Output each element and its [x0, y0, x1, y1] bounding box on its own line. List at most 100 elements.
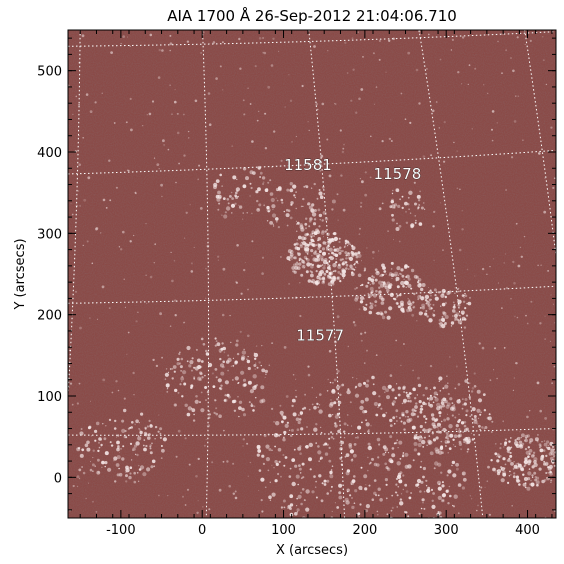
bright-point	[370, 291, 373, 294]
bright-point	[326, 492, 330, 495]
bright-point	[259, 399, 264, 404]
network-point	[92, 449, 95, 452]
bright-point	[446, 434, 450, 438]
network-point	[375, 354, 378, 356]
network-point	[453, 404, 455, 406]
bright-point	[77, 447, 80, 450]
bright-point	[216, 197, 221, 202]
network-point	[199, 207, 203, 210]
network-point	[321, 102, 325, 106]
network-point	[249, 103, 252, 105]
bright-point	[549, 470, 552, 474]
network-point	[342, 208, 346, 212]
bright-point	[449, 433, 454, 438]
bright-point	[137, 435, 140, 437]
bright-point	[393, 271, 399, 276]
network-point	[133, 480, 137, 484]
bright-point	[440, 440, 443, 443]
bright-point	[507, 481, 510, 484]
network-point	[493, 369, 495, 371]
network-point	[148, 112, 152, 116]
bright-point	[125, 465, 129, 470]
bright-point	[421, 408, 424, 411]
bright-point	[113, 460, 115, 462]
network-point	[387, 467, 390, 470]
network-point	[510, 57, 512, 59]
bright-point	[385, 411, 388, 414]
network-point	[226, 460, 229, 463]
network-point	[481, 346, 485, 350]
network-point	[366, 349, 368, 352]
bright-point	[389, 292, 394, 297]
bright-point	[305, 247, 310, 252]
bright-point	[202, 343, 206, 346]
bright-point	[256, 444, 261, 449]
network-point	[247, 87, 249, 89]
bright-point	[298, 418, 302, 421]
bright-point	[408, 392, 412, 395]
bright-point	[423, 490, 426, 493]
bright-point	[514, 439, 517, 442]
bright-point	[374, 304, 377, 307]
bright-point	[191, 369, 193, 372]
bright-point	[342, 250, 344, 252]
network-point	[86, 240, 89, 243]
bright-point	[316, 197, 319, 200]
network-point	[271, 464, 273, 466]
bright-point	[178, 352, 181, 356]
bright-point	[334, 414, 339, 419]
network-point	[393, 239, 394, 241]
network-point	[85, 93, 89, 96]
bright-point	[401, 454, 405, 458]
bright-point	[305, 217, 308, 220]
bright-point	[92, 470, 94, 472]
network-point	[178, 162, 181, 165]
bright-point	[432, 303, 435, 306]
network-point	[256, 384, 258, 386]
bright-point	[390, 529, 391, 530]
bright-point	[394, 396, 398, 400]
bright-point	[521, 467, 525, 471]
x-tick-label: 100	[271, 523, 296, 538]
network-point	[355, 111, 358, 114]
network-point	[258, 110, 260, 112]
bright-point	[446, 402, 451, 407]
bright-point	[453, 434, 458, 439]
bright-point	[393, 203, 398, 207]
longitude-line	[418, 30, 484, 518]
bright-point	[225, 360, 230, 364]
bright-point	[539, 448, 544, 453]
bright-point	[231, 399, 236, 404]
bright-point	[101, 466, 103, 469]
bright-point	[328, 245, 331, 247]
bright-point	[149, 447, 152, 450]
network-point	[454, 494, 456, 496]
bright-point	[423, 507, 426, 510]
bright-point	[86, 440, 90, 445]
network-point	[494, 347, 496, 350]
bright-point	[524, 438, 528, 443]
bright-point	[160, 445, 163, 447]
bright-point	[469, 415, 472, 418]
bright-point	[351, 505, 355, 510]
bright-point	[334, 526, 335, 527]
bright-point	[494, 452, 498, 456]
bright-point	[444, 295, 447, 299]
network-point	[232, 492, 235, 495]
bright-point	[456, 288, 459, 290]
bright-point	[429, 303, 432, 305]
bright-point	[89, 468, 93, 472]
bright-point	[295, 230, 298, 233]
bright-point	[532, 451, 536, 454]
network-point	[348, 268, 350, 270]
network-point	[549, 340, 552, 342]
bright-point	[399, 471, 403, 475]
network-point	[544, 417, 547, 420]
bright-point	[352, 376, 354, 379]
network-point	[437, 448, 440, 451]
bright-point	[398, 440, 403, 445]
bright-point	[86, 447, 91, 452]
bright-point	[394, 298, 397, 301]
bright-point	[403, 278, 405, 281]
